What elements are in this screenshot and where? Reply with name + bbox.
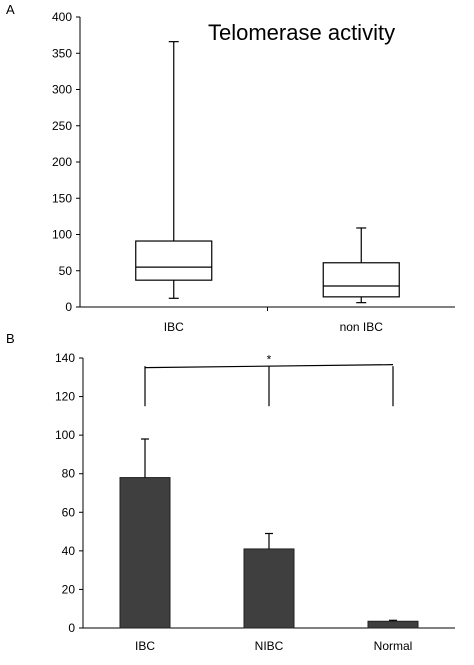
panel-b-ytick-label: 120 bbox=[55, 390, 75, 404]
significance-marker: * bbox=[267, 353, 272, 367]
panel-a-boxes bbox=[135, 41, 400, 304]
panel-b-ytick-label: 140 bbox=[55, 351, 75, 365]
panel-b-ytick-label: 60 bbox=[62, 505, 76, 519]
panel-b-ytick-label: 100 bbox=[55, 428, 75, 442]
panel-a-ytick-label: 50 bbox=[59, 264, 73, 278]
panel-b-ytick-label: 40 bbox=[62, 544, 76, 558]
panel-a-title: Telomerase activity bbox=[208, 20, 395, 45]
panel-a-ytick-label: 300 bbox=[52, 83, 72, 97]
panel-b-category-label: NIBC bbox=[255, 639, 284, 653]
panel-a-category-label: IBC bbox=[164, 320, 184, 334]
panel-a-ytick-label: 200 bbox=[52, 155, 72, 169]
panel-b-ytick-label: 20 bbox=[62, 582, 76, 596]
panel-b-label: B bbox=[6, 331, 15, 346]
panel-b-category-label: IBC bbox=[135, 639, 155, 653]
panel-b-bars bbox=[119, 438, 419, 629]
panel-b-category-label: Normal bbox=[374, 639, 413, 653]
bar bbox=[119, 477, 171, 629]
bar bbox=[367, 620, 419, 629]
panel-a-ytick-label: 250 bbox=[52, 119, 72, 133]
panel-b-ytick-label: 0 bbox=[68, 621, 75, 635]
panel-a-axes: 0 50 100 150 200 250 300 350 400 IBC non IBC bbox=[52, 10, 455, 334]
bar bbox=[243, 548, 295, 629]
panel-a-ytick-label: 350 bbox=[52, 46, 72, 60]
box-iqr bbox=[322, 262, 400, 298]
panel-a-ytick-label: 0 bbox=[65, 300, 72, 314]
panel-a-ytick-label: 400 bbox=[52, 10, 72, 24]
panel-b-significance: * bbox=[144, 353, 394, 407]
panel-a-label: A bbox=[6, 2, 15, 17]
panel-a-ytick-label: 100 bbox=[52, 228, 72, 242]
panel-a-category-label: non IBC bbox=[340, 320, 384, 334]
panel-a-ytick-label: 150 bbox=[52, 191, 72, 205]
box-iqr bbox=[135, 240, 213, 281]
panel-b-ytick-label: 80 bbox=[62, 467, 76, 481]
